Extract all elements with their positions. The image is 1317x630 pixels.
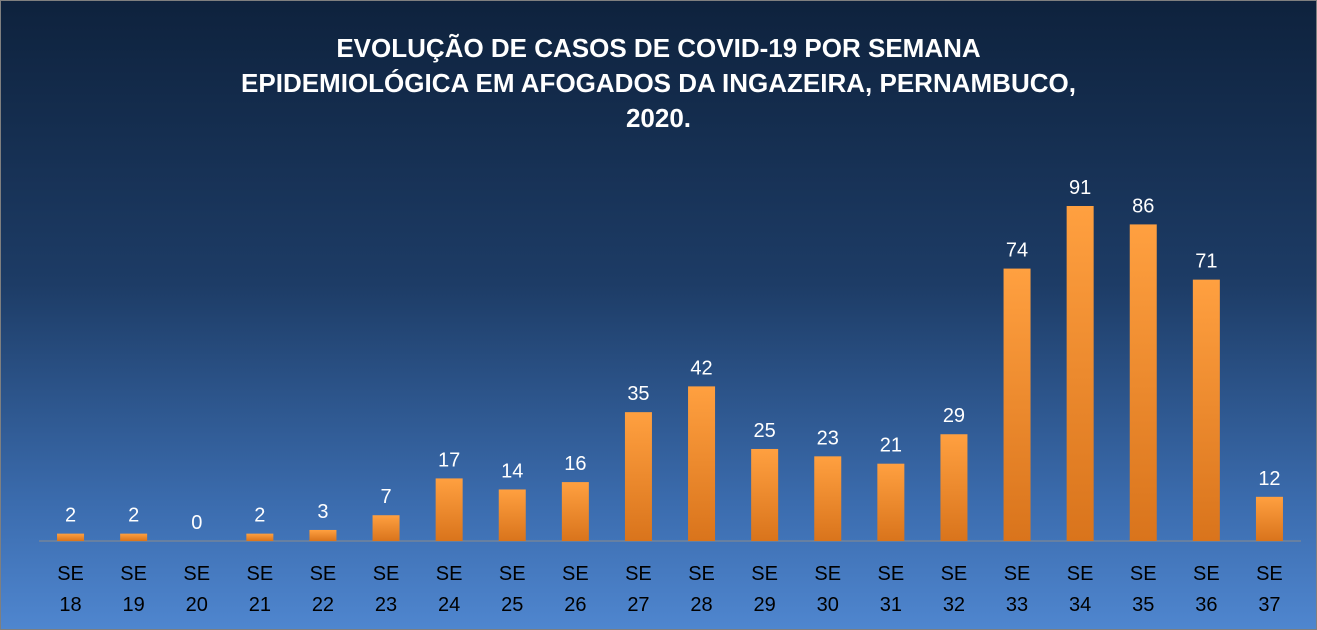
x-tick-label: SE 29 (751, 563, 778, 616)
x-tick-label: SE 36 (1193, 563, 1220, 616)
bar (1003, 268, 1031, 541)
bar (120, 533, 148, 541)
data-label: 14 (501, 460, 523, 482)
x-tick-label: SE 24 (435, 563, 463, 616)
x-tick-label: SE 19 (120, 563, 147, 616)
bar (1192, 279, 1220, 541)
data-label: 2 (254, 505, 265, 527)
x-tick-label: SE 31 (877, 563, 905, 616)
x-tick-label: SE 27 (625, 563, 652, 616)
x-tick-label: SE 33 (1003, 563, 1031, 616)
x-tick-label: SE 23 (372, 563, 400, 616)
bar (435, 478, 463, 541)
bar (814, 456, 842, 541)
bar (877, 463, 905, 541)
bar (561, 482, 589, 541)
x-tick-label: SE 20 (183, 563, 211, 616)
data-label: 74 (1006, 240, 1028, 262)
bar (624, 412, 652, 541)
data-label: 23 (817, 427, 839, 449)
bar (309, 529, 337, 541)
bar (246, 533, 274, 541)
bar (498, 489, 526, 541)
x-tick-label: SE 32 (940, 563, 968, 616)
data-label: 35 (627, 383, 649, 405)
x-tick-label: SE 30 (814, 563, 842, 616)
data-label: 16 (564, 453, 586, 475)
data-label: 42 (690, 357, 712, 379)
chart-title: EVOLUÇÃO DE CASOS DE COVID-19 POR SEMANA… (241, 33, 1076, 133)
data-label: 86 (1132, 195, 1154, 217)
bar (751, 448, 779, 541)
x-tick-label: SE 28 (688, 563, 715, 616)
data-label: 12 (1258, 468, 1280, 490)
data-label: 2 (65, 505, 76, 527)
bar (1129, 224, 1157, 541)
data-label: 71 (1195, 251, 1217, 273)
bar (1255, 496, 1283, 541)
data-label: 29 (943, 405, 965, 427)
bar (372, 515, 400, 541)
x-tick-label: SE 26 (562, 563, 589, 616)
data-label: 17 (438, 449, 460, 471)
x-tick-label: SE 37 (1256, 563, 1283, 616)
data-label: 0 (191, 512, 202, 534)
data-label: 2 (128, 505, 139, 527)
bar (1066, 206, 1094, 541)
x-tick-label: SE 34 (1066, 563, 1094, 616)
x-tick-label: SE 25 (498, 563, 526, 616)
x-tick-label: SE 22 (309, 563, 337, 616)
x-tick-label: SE 18 (57, 563, 84, 616)
data-label: 3 (317, 501, 328, 523)
data-label: 21 (880, 435, 902, 457)
x-tick-label: SE 35 (1129, 563, 1157, 616)
bar (57, 533, 85, 541)
data-label: 91 (1069, 177, 1091, 199)
data-label: 25 (754, 420, 776, 442)
bar (940, 434, 968, 541)
data-label: 7 (380, 486, 391, 508)
x-tick-label: SE 21 (246, 563, 274, 616)
bar (688, 386, 716, 541)
